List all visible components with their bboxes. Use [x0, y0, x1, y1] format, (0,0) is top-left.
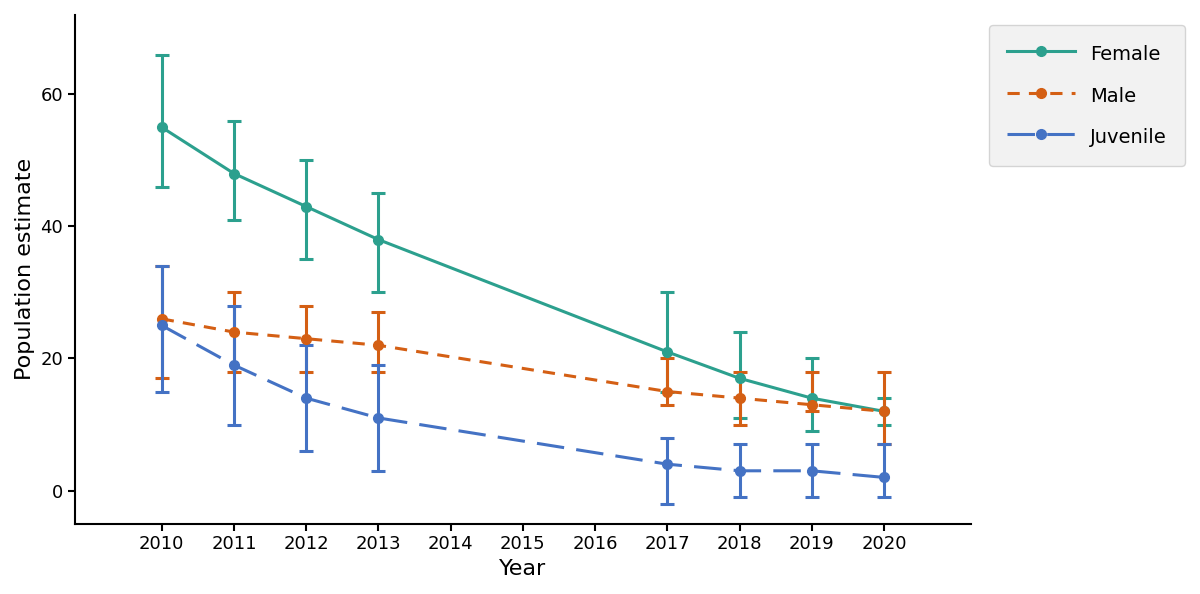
Juvenile	[660, 460, 674, 467]
Juvenile	[227, 362, 241, 369]
Female	[660, 348, 674, 355]
Juvenile	[299, 394, 313, 402]
Juvenile	[877, 474, 892, 481]
Juvenile	[155, 322, 169, 329]
Female	[299, 203, 313, 210]
Y-axis label: Population estimate: Population estimate	[14, 158, 35, 380]
X-axis label: Year: Year	[499, 559, 546, 579]
Female	[155, 124, 169, 131]
Female	[371, 236, 385, 243]
Line: Female: Female	[157, 122, 889, 416]
Juvenile	[371, 415, 385, 422]
Male	[732, 394, 746, 402]
Female	[804, 394, 818, 402]
Male	[227, 328, 241, 336]
Legend: Female, Male, Juvenile: Female, Male, Juvenile	[989, 25, 1184, 166]
Male	[371, 342, 385, 349]
Juvenile	[732, 467, 746, 475]
Male	[299, 335, 313, 342]
Female	[877, 407, 892, 415]
Male	[660, 388, 674, 395]
Line: Juvenile: Juvenile	[157, 321, 889, 482]
Line: Male: Male	[157, 314, 889, 416]
Female	[732, 375, 746, 382]
Male	[155, 315, 169, 323]
Juvenile	[804, 467, 818, 475]
Male	[804, 401, 818, 408]
Female	[227, 170, 241, 177]
Male	[877, 407, 892, 415]
